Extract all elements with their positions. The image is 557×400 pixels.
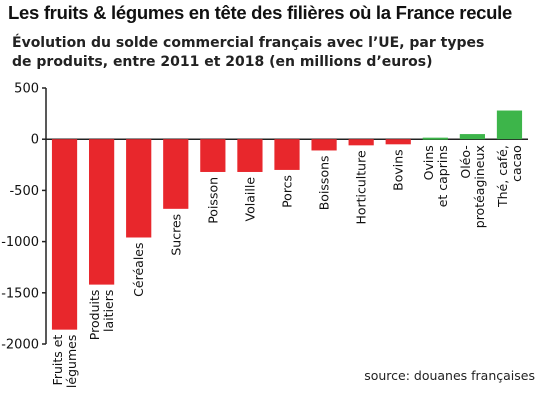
category-label-line: Poisson (205, 177, 220, 224)
y-axis: 500 0 -500 -1000 -1500 -2000 (1, 82, 528, 353)
bar (200, 139, 226, 172)
category-label-line: Sucres (168, 214, 183, 256)
category-label: Fruits etlégumes (50, 335, 79, 389)
chart-subtitle: Évolution du solde commercial français a… (12, 34, 552, 72)
category-label: Poisson (205, 177, 220, 224)
category-label-line: Céréales (131, 243, 146, 297)
category-label: Boissons (317, 155, 332, 210)
bar (459, 134, 485, 140)
category-label-line: laitiers (101, 290, 116, 332)
y-tick-label: -1500 (1, 286, 39, 301)
bar (385, 139, 411, 145)
category-label-line: légumes (64, 335, 79, 388)
category-label-line: Porcs (280, 175, 295, 208)
subtitle-line-1: Évolution du solde commercial français a… (12, 35, 485, 51)
category-label: Sucres (168, 214, 183, 256)
category-label: Oléo-protéagineux (458, 145, 487, 228)
category-labels: Fruits etlégumes Produitslaitiers Céréales… (50, 145, 524, 388)
bar (311, 139, 337, 151)
category-label: Horticulture (354, 150, 369, 225)
y-tick-label: 500 (14, 82, 39, 97)
category-label-line: et caprins (435, 145, 450, 207)
category-label-line: Ovins (421, 145, 436, 180)
y-tick-label: 0 (31, 133, 39, 148)
bar (163, 139, 189, 209)
bar (422, 137, 448, 140)
category-label: Céréales (131, 243, 146, 297)
category-label: Volaille (242, 177, 257, 222)
category-label-line: Volaille (242, 177, 257, 222)
bar (274, 139, 300, 170)
source-note: source: douanes françaises (364, 368, 535, 383)
category-label-line: Thé, café, (495, 145, 510, 208)
category-label: Thé, café,cacao (495, 145, 524, 208)
category-label-line: Produits (87, 290, 102, 341)
y-tick-label: -2000 (1, 338, 39, 353)
subtitle-line-2: de produits, entre 2011 et 2018 (en mill… (12, 54, 433, 70)
y-tick-label: -1000 (1, 235, 39, 250)
bars (51, 110, 523, 330)
y-tick-label: -500 (9, 184, 39, 199)
category-label-line: protéagineux (472, 145, 487, 228)
category-label-line: Bovins (391, 149, 406, 191)
category-label: Porcs (280, 175, 295, 208)
category-label-line: Horticulture (354, 150, 369, 225)
category-label: Bovins (391, 149, 406, 191)
category-label-line: cacao (509, 145, 524, 182)
category-label-line: Oléo- (458, 145, 473, 178)
bar (89, 139, 115, 285)
bar (51, 139, 78, 330)
bar (126, 139, 152, 238)
category-label: Produitslaitiers (87, 290, 116, 341)
bar (496, 110, 523, 140)
category-label-line: Fruits et (50, 335, 65, 386)
chart-title: Les fruits & légumes en tête des filière… (8, 2, 513, 23)
bar (348, 139, 374, 146)
category-label: Ovinset caprins (421, 145, 450, 207)
category-label-line: Boissons (317, 155, 332, 210)
bar (237, 139, 263, 172)
